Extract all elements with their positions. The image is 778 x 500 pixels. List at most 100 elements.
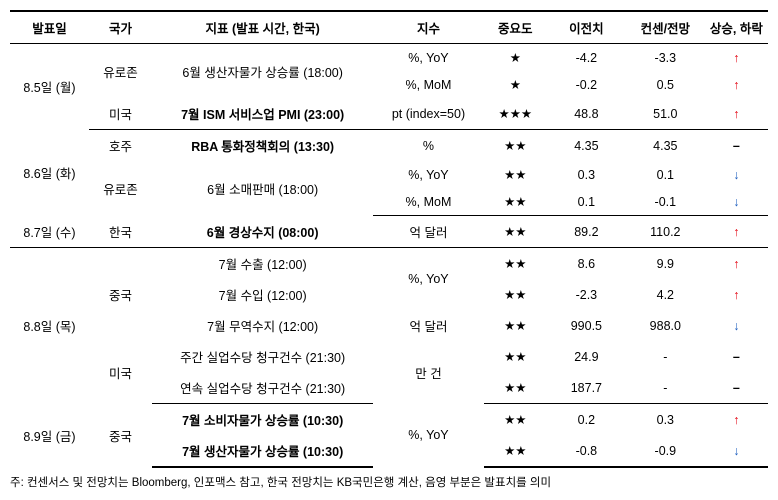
cell-unit: %, YoY	[373, 404, 484, 468]
cell-importance: ★★	[484, 130, 547, 162]
cell-country: 중국	[89, 404, 152, 468]
cell-consensus: 0.3	[626, 404, 705, 436]
header-date: 발표일	[10, 11, 89, 44]
table-row: 8.5일 (월)유로존6월 생산자물가 상승률 (18:00)%, YoY★-4…	[10, 44, 768, 72]
cell-country: 미국	[89, 98, 152, 130]
cell-importance: ★	[484, 71, 547, 98]
table-row: 8.8일 (목)중국7월 수출 (12:00)%, YoY★★8.69.9↑	[10, 248, 768, 280]
cell-unit: %	[373, 130, 484, 162]
arrow-up-icon: ↑	[733, 288, 739, 302]
table-row: 8.9일 (금)중국7월 소비자물가 상승률 (10:30)%, YoY★★0.…	[10, 404, 768, 436]
dash-icon: –	[733, 350, 740, 364]
cell-country: 미국	[89, 341, 152, 404]
cell-indicator: 7월 무역수지 (12:00)	[152, 310, 373, 341]
cell-prev: 4.35	[547, 130, 626, 162]
cell-importance: ★★	[484, 279, 547, 310]
cell-date: 8.7일 (수)	[10, 216, 89, 248]
arrow-down-icon: ↓	[733, 319, 739, 333]
cell-prev: -2.3	[547, 279, 626, 310]
cell-consensus: -	[626, 341, 705, 372]
cell-direction: ↑	[705, 248, 768, 280]
cell-consensus: 4.35	[626, 130, 705, 162]
table-row: 미국7월 ISM 서비스업 PMI (23:00)pt (index=50)★★…	[10, 98, 768, 130]
header-consensus: 컨센/전망	[626, 11, 705, 44]
cell-unit: 억 달러	[373, 310, 484, 341]
cell-consensus: 51.0	[626, 98, 705, 130]
cell-consensus: -3.3	[626, 44, 705, 72]
cell-prev: -0.2	[547, 71, 626, 98]
header-prev: 이전치	[547, 11, 626, 44]
cell-indicator: 주간 실업수당 청구건수 (21:30)	[152, 341, 373, 372]
cell-indicator: 7월 ISM 서비스업 PMI (23:00)	[152, 98, 373, 130]
cell-indicator: 6월 경상수지 (08:00)	[152, 216, 373, 248]
cell-importance: ★★	[484, 188, 547, 216]
cell-direction: ↑	[705, 279, 768, 310]
cell-consensus: 9.9	[626, 248, 705, 280]
arrow-down-icon: ↓	[733, 195, 739, 209]
cell-importance: ★★	[484, 435, 547, 467]
cell-indicator: 7월 소비자물가 상승률 (10:30)	[152, 404, 373, 436]
cell-direction: ↓	[705, 161, 768, 188]
cell-country: 유로존	[89, 44, 152, 99]
cell-indicator: 연속 실업수당 청구건수 (21:30)	[152, 372, 373, 404]
header-unit: 지수	[373, 11, 484, 44]
cell-prev: 48.8	[547, 98, 626, 130]
cell-importance: ★★	[484, 404, 547, 436]
table-body: 8.5일 (월)유로존6월 생산자물가 상승률 (18:00)%, YoY★-4…	[10, 44, 768, 468]
cell-unit: %, MoM	[373, 71, 484, 98]
cell-consensus: 110.2	[626, 216, 705, 248]
header-importance: 중요도	[484, 11, 547, 44]
cell-consensus: 0.1	[626, 161, 705, 188]
cell-prev: 89.2	[547, 216, 626, 248]
arrow-down-icon: ↓	[733, 168, 739, 182]
cell-country: 한국	[89, 216, 152, 248]
cell-consensus: -	[626, 372, 705, 404]
cell-importance: ★★	[484, 310, 547, 341]
table-row: 8.7일 (수)한국6월 경상수지 (08:00)억 달러★★89.2110.2…	[10, 216, 768, 248]
cell-importance: ★★★	[484, 98, 547, 130]
header-country: 국가	[89, 11, 152, 44]
cell-consensus: 0.5	[626, 71, 705, 98]
arrow-up-icon: ↑	[733, 413, 739, 427]
cell-direction: ↓	[705, 435, 768, 467]
cell-importance: ★★	[484, 161, 547, 188]
cell-indicator: 7월 수출 (12:00)	[152, 248, 373, 280]
arrow-up-icon: ↑	[733, 78, 739, 92]
cell-direction: ↑	[705, 71, 768, 98]
cell-consensus: -0.9	[626, 435, 705, 467]
cell-direction: ↓	[705, 188, 768, 216]
cell-consensus: 4.2	[626, 279, 705, 310]
table-header-row: 발표일 국가 지표 (발표 시간, 한국) 지수 중요도 이전치 컨센/전망 상…	[10, 11, 768, 44]
cell-indicator: 6월 생산자물가 상승률 (18:00)	[152, 44, 373, 99]
cell-consensus: -0.1	[626, 188, 705, 216]
arrow-up-icon: ↑	[733, 107, 739, 121]
cell-indicator: 6월 소매판매 (18:00)	[152, 161, 373, 216]
dash-icon: –	[733, 381, 740, 395]
cell-prev: 24.9	[547, 341, 626, 372]
cell-consensus: 988.0	[626, 310, 705, 341]
cell-unit: %, YoY	[373, 44, 484, 72]
cell-country: 중국	[89, 248, 152, 342]
arrow-up-icon: ↑	[733, 51, 739, 65]
cell-date: 8.9일 (금)	[10, 404, 89, 468]
table-row: 미국주간 실업수당 청구건수 (21:30)만 건★★24.9-–	[10, 341, 768, 372]
cell-direction: ↑	[705, 216, 768, 248]
table-row: 8.6일 (화)호주RBA 통화정책회의 (13:30)%★★4.354.35–	[10, 130, 768, 162]
cell-direction: ↑	[705, 404, 768, 436]
arrow-down-icon: ↓	[733, 444, 739, 458]
cell-prev: -4.2	[547, 44, 626, 72]
cell-date: 8.6일 (화)	[10, 130, 89, 216]
cell-unit: %, YoY	[373, 161, 484, 188]
cell-importance: ★★	[484, 248, 547, 280]
econ-indicator-table: 발표일 국가 지표 (발표 시간, 한국) 지수 중요도 이전치 컨센/전망 상…	[10, 10, 768, 468]
arrow-up-icon: ↑	[733, 225, 739, 239]
cell-prev: 187.7	[547, 372, 626, 404]
cell-country: 호주	[89, 130, 152, 162]
cell-country: 유로존	[89, 161, 152, 216]
cell-indicator: RBA 통화정책회의 (13:30)	[152, 130, 373, 162]
cell-direction: –	[705, 130, 768, 162]
cell-prev: 0.3	[547, 161, 626, 188]
header-direction: 상승, 하락	[705, 11, 768, 44]
cell-date: 8.5일 (월)	[10, 44, 89, 130]
cell-unit: 억 달러	[373, 216, 484, 248]
